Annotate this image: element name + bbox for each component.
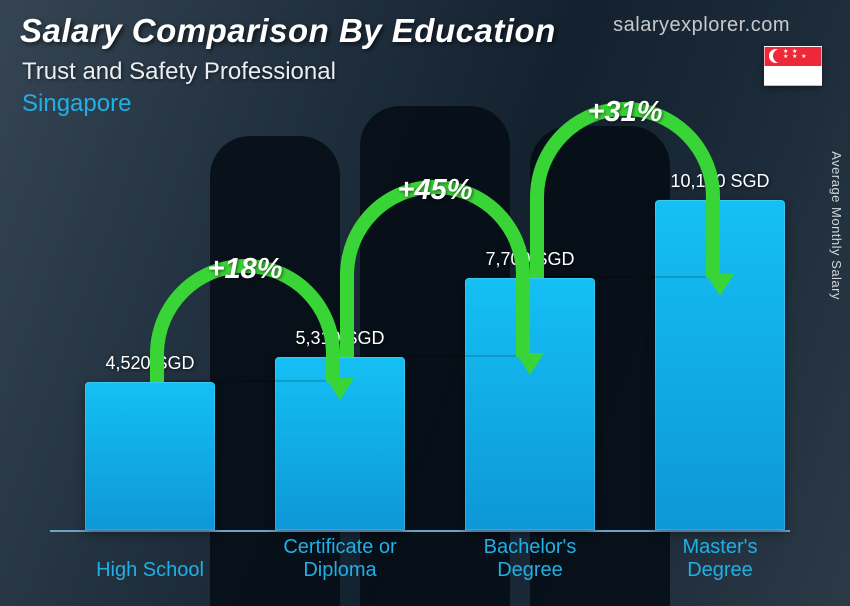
y-axis-label: Average Monthly Salary [829,151,844,300]
arrow-down-icon [516,353,544,375]
singapore-flag-icon: ★ ★★ ★ ★ [764,46,822,86]
arrow-down-icon [326,378,354,400]
bar-category-label: Bachelor's Degree [484,536,577,582]
increase-percent-label: +31% [588,96,663,129]
chart-baseline [50,530,790,532]
bar-chart: 4,520 SGDHigh School5,310 SGDCertificate… [50,130,790,586]
arrow-down-icon [706,274,734,296]
bar-category-label: Certificate or Diploma [283,536,396,582]
chart-location: Singapore [22,90,131,118]
chart-subtitle: Trust and Safety Professional [22,58,336,86]
bar [85,382,215,530]
bar-category-label: High School [96,559,204,582]
watermark-text: salaryexplorer.com [613,14,790,37]
increase-percent-label: +45% [398,174,473,207]
increase-percent-label: +18% [208,253,283,286]
infographic-stage: Salary Comparison By Education Trust and… [0,0,850,606]
chart-title: Salary Comparison By Education [20,12,556,50]
bar-category-label: Master's Degree [683,536,758,582]
